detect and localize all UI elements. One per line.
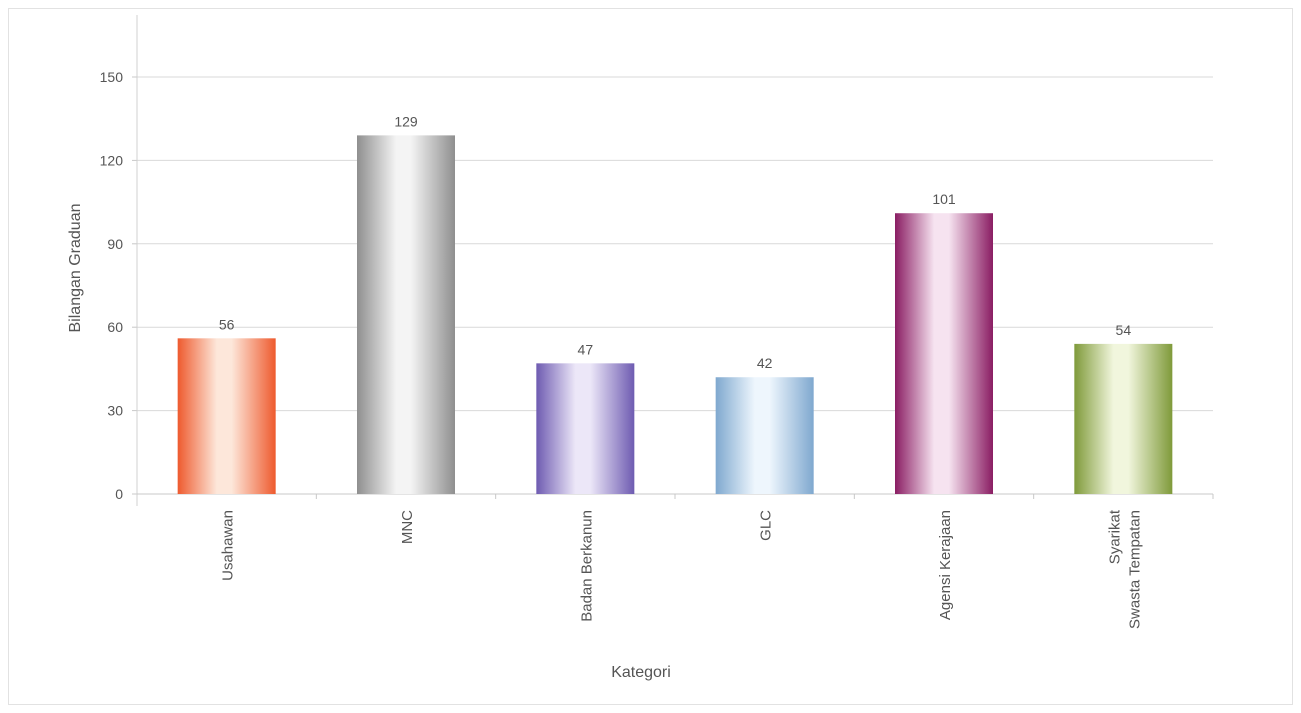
bar [536,363,635,494]
bar [357,135,455,494]
y-tick-label: 90 [107,236,123,252]
bar [715,377,814,494]
labels: 56 Usahawan 129 MNC 47 Badan Berkanun 42 GLC 101… [219,113,1143,629]
y-tick-label: 0 [115,486,123,502]
gridlines [137,76,1213,412]
bar-value-label: 54 [1116,322,1132,338]
bar-value-label: 47 [578,341,594,357]
x-category-label: Agensi Kerajaan [937,510,954,620]
x-axis-title: Kategori [611,664,671,681]
x-category-label: MNC [399,510,416,544]
x-category-label: Badan Berkanun [578,510,595,622]
x-category-label: Usahawan [220,510,237,581]
x-category-label: Swasta Tempatan [1126,510,1143,629]
bar-value-label: 101 [932,191,956,207]
bar-value-label: 129 [394,113,418,129]
axes: 0 30 60 90 120 150 [100,15,1214,506]
y-tick-label: 60 [107,319,123,335]
bar-value-label: 42 [757,355,773,371]
bar-value-label: 56 [219,316,235,332]
x-category-label: Syarikat [1106,509,1123,564]
bar [895,213,993,494]
y-axis-title: Bilangan Graduan [67,204,84,333]
y-tick-label: 150 [100,69,124,85]
bar [1074,343,1173,494]
x-category-label: GLC [758,510,775,541]
bar [177,338,276,494]
y-tick-label: 30 [107,403,123,419]
y-tick-label: 120 [100,152,124,168]
bars [177,135,1173,494]
